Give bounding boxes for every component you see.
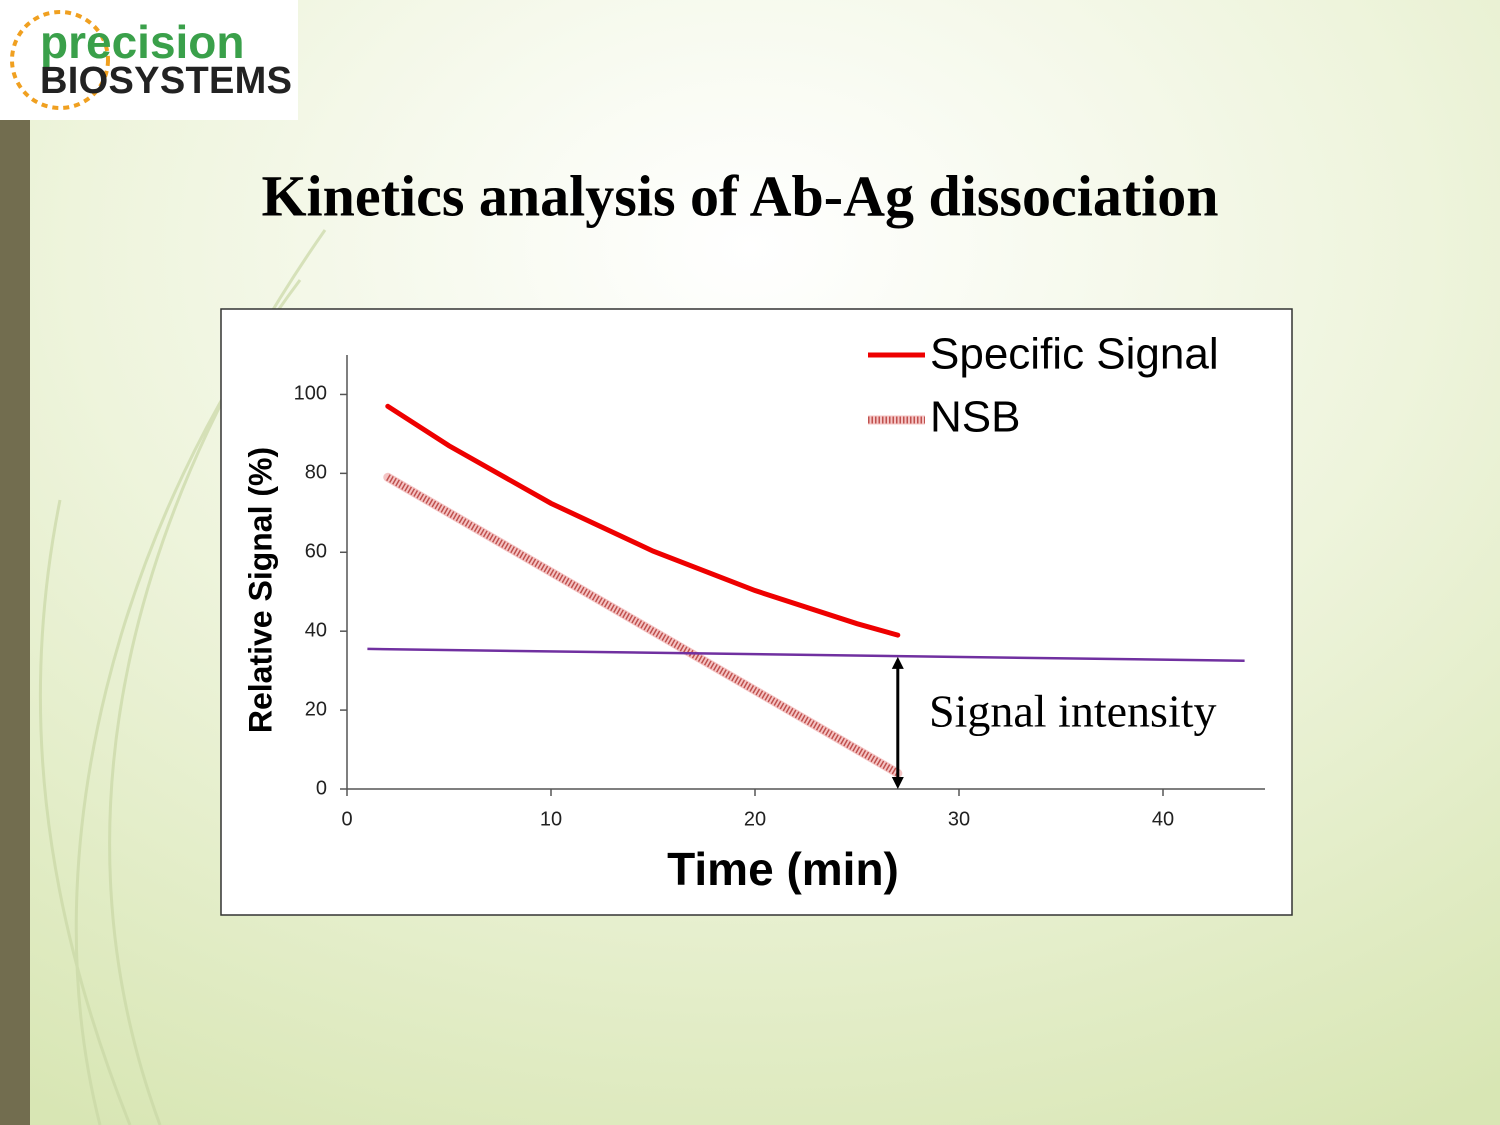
- arrow-head: [891, 777, 904, 789]
- logo-gear: [10, 10, 110, 110]
- legend-label: NSB: [930, 393, 1020, 442]
- y-axis-title: Relative Signal (%): [242, 447, 278, 733]
- slide-title: Kinetics analysis of Ab-Ag dissociation: [261, 163, 1218, 228]
- x-tick-label: 30: [948, 808, 970, 830]
- x-tick-label: 10: [540, 808, 562, 830]
- y-tick-label: 0: [316, 777, 327, 799]
- y-tick-label: 20: [305, 698, 327, 720]
- x-tick-label: 0: [341, 808, 352, 830]
- logo-text: precision: [40, 16, 245, 68]
- chart-box: [220, 308, 1293, 916]
- annotation: Signal intensity: [929, 686, 1217, 737]
- logo-text: BIOSYSTEMS: [40, 60, 292, 102]
- reference-line: [367, 647, 1245, 663]
- x-axis-title: Time (min): [667, 843, 899, 895]
- y-tick-label: 40: [305, 619, 327, 641]
- logo-box: [0, 0, 298, 120]
- y-tick-label: 100: [294, 383, 327, 405]
- arrow-head: [891, 656, 904, 669]
- y-tick-label: 60: [305, 541, 327, 563]
- side-bar: [0, 120, 30, 1125]
- series-line: [385, 403, 901, 638]
- series-line-hatch: [386, 474, 900, 777]
- x-tick-label: 40: [1152, 808, 1174, 830]
- x-tick-label: 20: [744, 808, 766, 830]
- legend-label: Specific Signal: [930, 330, 1219, 379]
- y-tick-label: 80: [305, 462, 327, 484]
